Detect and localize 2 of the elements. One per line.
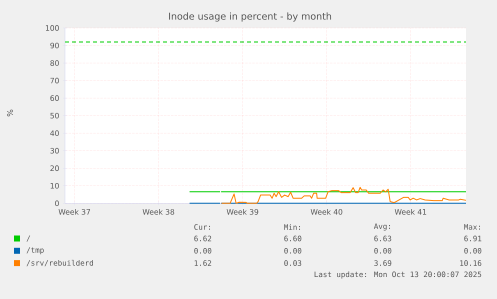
line-series — [221, 186, 467, 204]
chart-title: Inode usage in percent - by month — [169, 12, 332, 22]
